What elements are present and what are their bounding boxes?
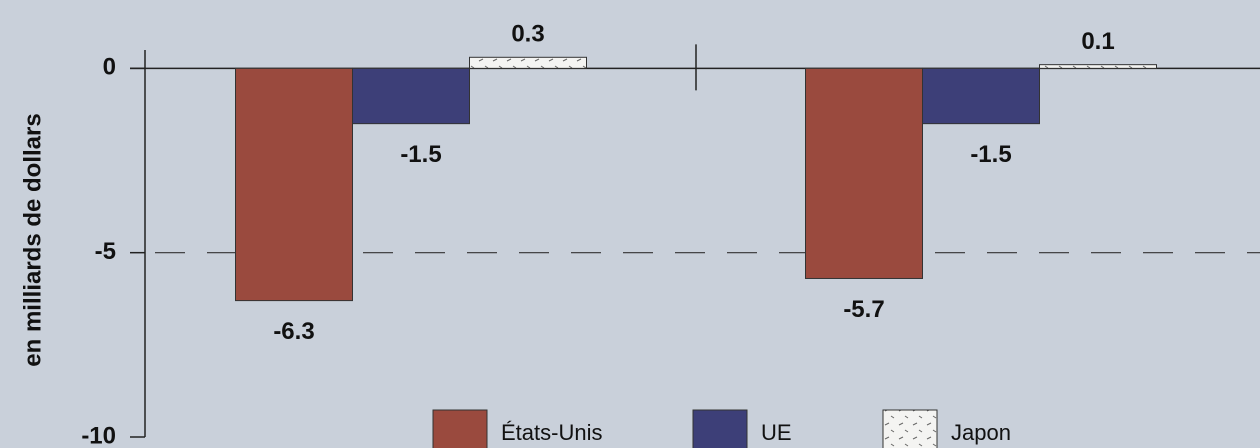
y-axis-label: en milliards de dollars — [19, 113, 46, 366]
value-label: 0.3 — [511, 21, 544, 48]
value-label: -5.7 — [843, 296, 884, 323]
legend-label: États-Unis — [501, 420, 602, 445]
bar — [352, 67, 470, 125]
bar — [1039, 64, 1157, 69]
legend-swatch — [432, 409, 488, 448]
y-tick-label: 0 — [103, 54, 116, 81]
value-label: -1.5 — [400, 141, 441, 168]
value-label: 0.1 — [1081, 28, 1114, 55]
legend-label: UE — [761, 420, 792, 445]
legend-swatch — [882, 409, 938, 448]
legend-label: Japon — [951, 420, 1011, 445]
bar — [235, 67, 353, 302]
y-tick-label: -10 — [81, 422, 116, 448]
value-label: -1.5 — [970, 141, 1011, 168]
bar — [922, 67, 1040, 125]
bar — [805, 67, 923, 279]
y-tick-label: -5 — [95, 238, 116, 265]
value-label: -6.3 — [273, 318, 314, 345]
legend-swatch — [692, 409, 748, 448]
bar — [469, 56, 587, 69]
